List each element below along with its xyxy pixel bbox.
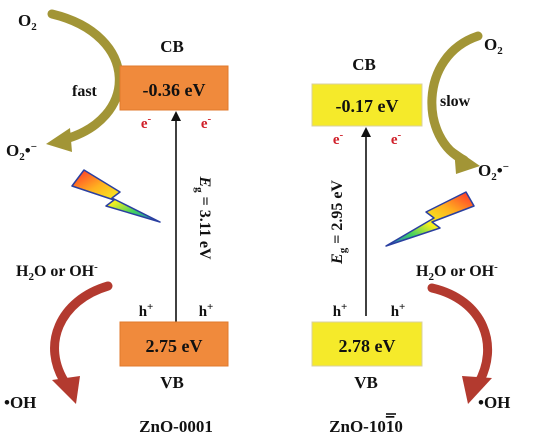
left-o2-label: O2 (18, 11, 37, 33)
right-cb-box (311, 83, 423, 127)
left-vb-value: 2.75 eV (146, 336, 203, 356)
right-o2-radical-label: O2•− (478, 161, 509, 183)
right-cb-value: -0.17 eV (336, 96, 399, 116)
left-cb-value: -0.36 eV (143, 80, 206, 100)
right-o2-reduction-arrowhead (454, 148, 480, 174)
right-vb-value: 2.78 eV (339, 336, 396, 356)
lightning-bolt-icon (71, 169, 161, 223)
right-electron-2: e- (391, 129, 402, 148)
right-hole-1: h+ (333, 301, 348, 320)
left-hole-1: h+ (139, 301, 154, 320)
right-hole-2: h+ (391, 301, 406, 320)
left-o2-reduction-arrowhead (46, 128, 72, 152)
right-material-name: ZnO-1010 (329, 417, 403, 436)
right-o2-label: O2 (484, 35, 503, 57)
right-overbar-digit: 1 (386, 417, 395, 436)
left-o2-radical-label: O2•− (6, 141, 37, 163)
left-cb-label: CB (160, 37, 184, 56)
right-panel: CB -0.17 eV e- e- O2 slow O2•− Eg = 2.95… (311, 31, 510, 436)
left-cb-box (119, 65, 229, 111)
right-oxidation-arrow (427, 283, 493, 389)
left-water-label: H2O or OH- (16, 261, 98, 283)
left-electron-2: e- (201, 113, 212, 132)
lightning-bolt-icon (385, 191, 475, 247)
right-electron-1: e- (333, 129, 344, 148)
left-oxidation-arrow (50, 281, 113, 389)
left-hole-2: h+ (199, 301, 214, 320)
left-panel: O2 fast O2•− CB -0.36 eV e- e- Eg = 3.11… (4, 9, 229, 436)
left-material-name: ZnO-0001 (139, 417, 213, 436)
left-vb-label: VB (160, 373, 184, 392)
right-cb-label: CB (352, 55, 376, 74)
left-electron-1: e- (141, 113, 152, 132)
left-band-gap-label: Eg = 3.11 eV (193, 175, 213, 260)
right-o2-reduction-arrow (427, 31, 483, 165)
left-oxidation-arrowhead (52, 376, 80, 404)
left-oh-radical-label: •OH (4, 393, 36, 412)
right-speed-label: slow (440, 93, 471, 110)
right-oh-radical-label: •OH (478, 393, 510, 412)
right-vb-label: VB (354, 373, 378, 392)
right-vb-box (311, 321, 423, 367)
right-water-label: H2O or OH- (416, 261, 498, 283)
left-o2-reduction-arrow (47, 9, 124, 145)
left-speed-label: fast (72, 83, 98, 100)
left-vb-box (119, 321, 229, 367)
right-band-gap-label: Eg = 2.95 eV (329, 180, 349, 265)
right-oxidation-arrowhead (462, 376, 492, 404)
